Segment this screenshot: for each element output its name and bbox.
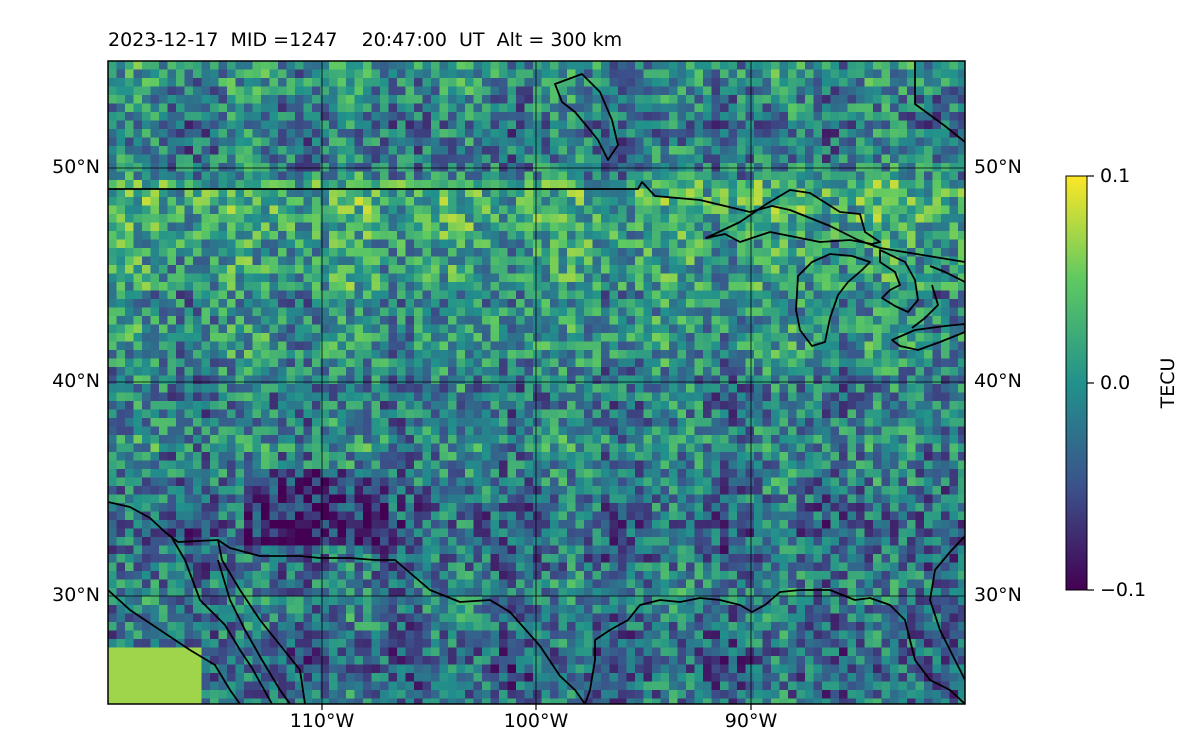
axis-ticks <box>321 704 752 710</box>
lat-label-40-right: 40°N <box>974 370 1022 392</box>
lat-label-50-left: 50°N <box>52 156 100 178</box>
baja-peninsula-east <box>171 537 273 704</box>
pacific-coast <box>108 589 241 704</box>
gulf-of-california <box>217 559 291 704</box>
gulf-coast <box>584 589 965 704</box>
colorbar-ticks <box>1087 175 1094 591</box>
colorbar-label: TECU <box>1157 357 1179 409</box>
colorbar-tick-max: 0.1 <box>1100 165 1131 187</box>
lake-superior <box>705 189 881 245</box>
colorbar <box>1065 175 1088 591</box>
coastlines-and-borders <box>108 61 965 704</box>
atlantic-coast <box>929 535 965 681</box>
lake-erie <box>891 323 965 351</box>
colorbar-tick-zero: 0.0 <box>1100 372 1131 394</box>
colorbar-tick-min: −0.1 <box>1100 579 1147 601</box>
lat-label-30-left: 30°N <box>52 584 100 606</box>
lat-label-40-left: 40°N <box>52 370 100 392</box>
gridlines <box>108 61 965 704</box>
lon-label-100w: 100°W <box>503 710 569 732</box>
us-mexico-border <box>108 501 586 704</box>
michigan-shore <box>911 265 965 329</box>
tec-heatmap <box>108 61 965 704</box>
lake-huron <box>879 249 919 313</box>
plot-title: 2023-12-17 MID =1247 20:47:00 UT Alt = 3… <box>108 29 623 51</box>
lat-label-30-right: 30°N <box>974 584 1022 606</box>
lon-label-110w: 110°W <box>289 710 355 732</box>
hudson-coast <box>914 61 965 143</box>
lake-winnipeg <box>554 73 619 161</box>
lake-michigan <box>795 253 871 347</box>
lon-label-90w: 90°W <box>724 710 778 732</box>
lat-label-50-right: 50°N <box>974 156 1022 178</box>
baja-peninsula-west <box>217 539 306 704</box>
